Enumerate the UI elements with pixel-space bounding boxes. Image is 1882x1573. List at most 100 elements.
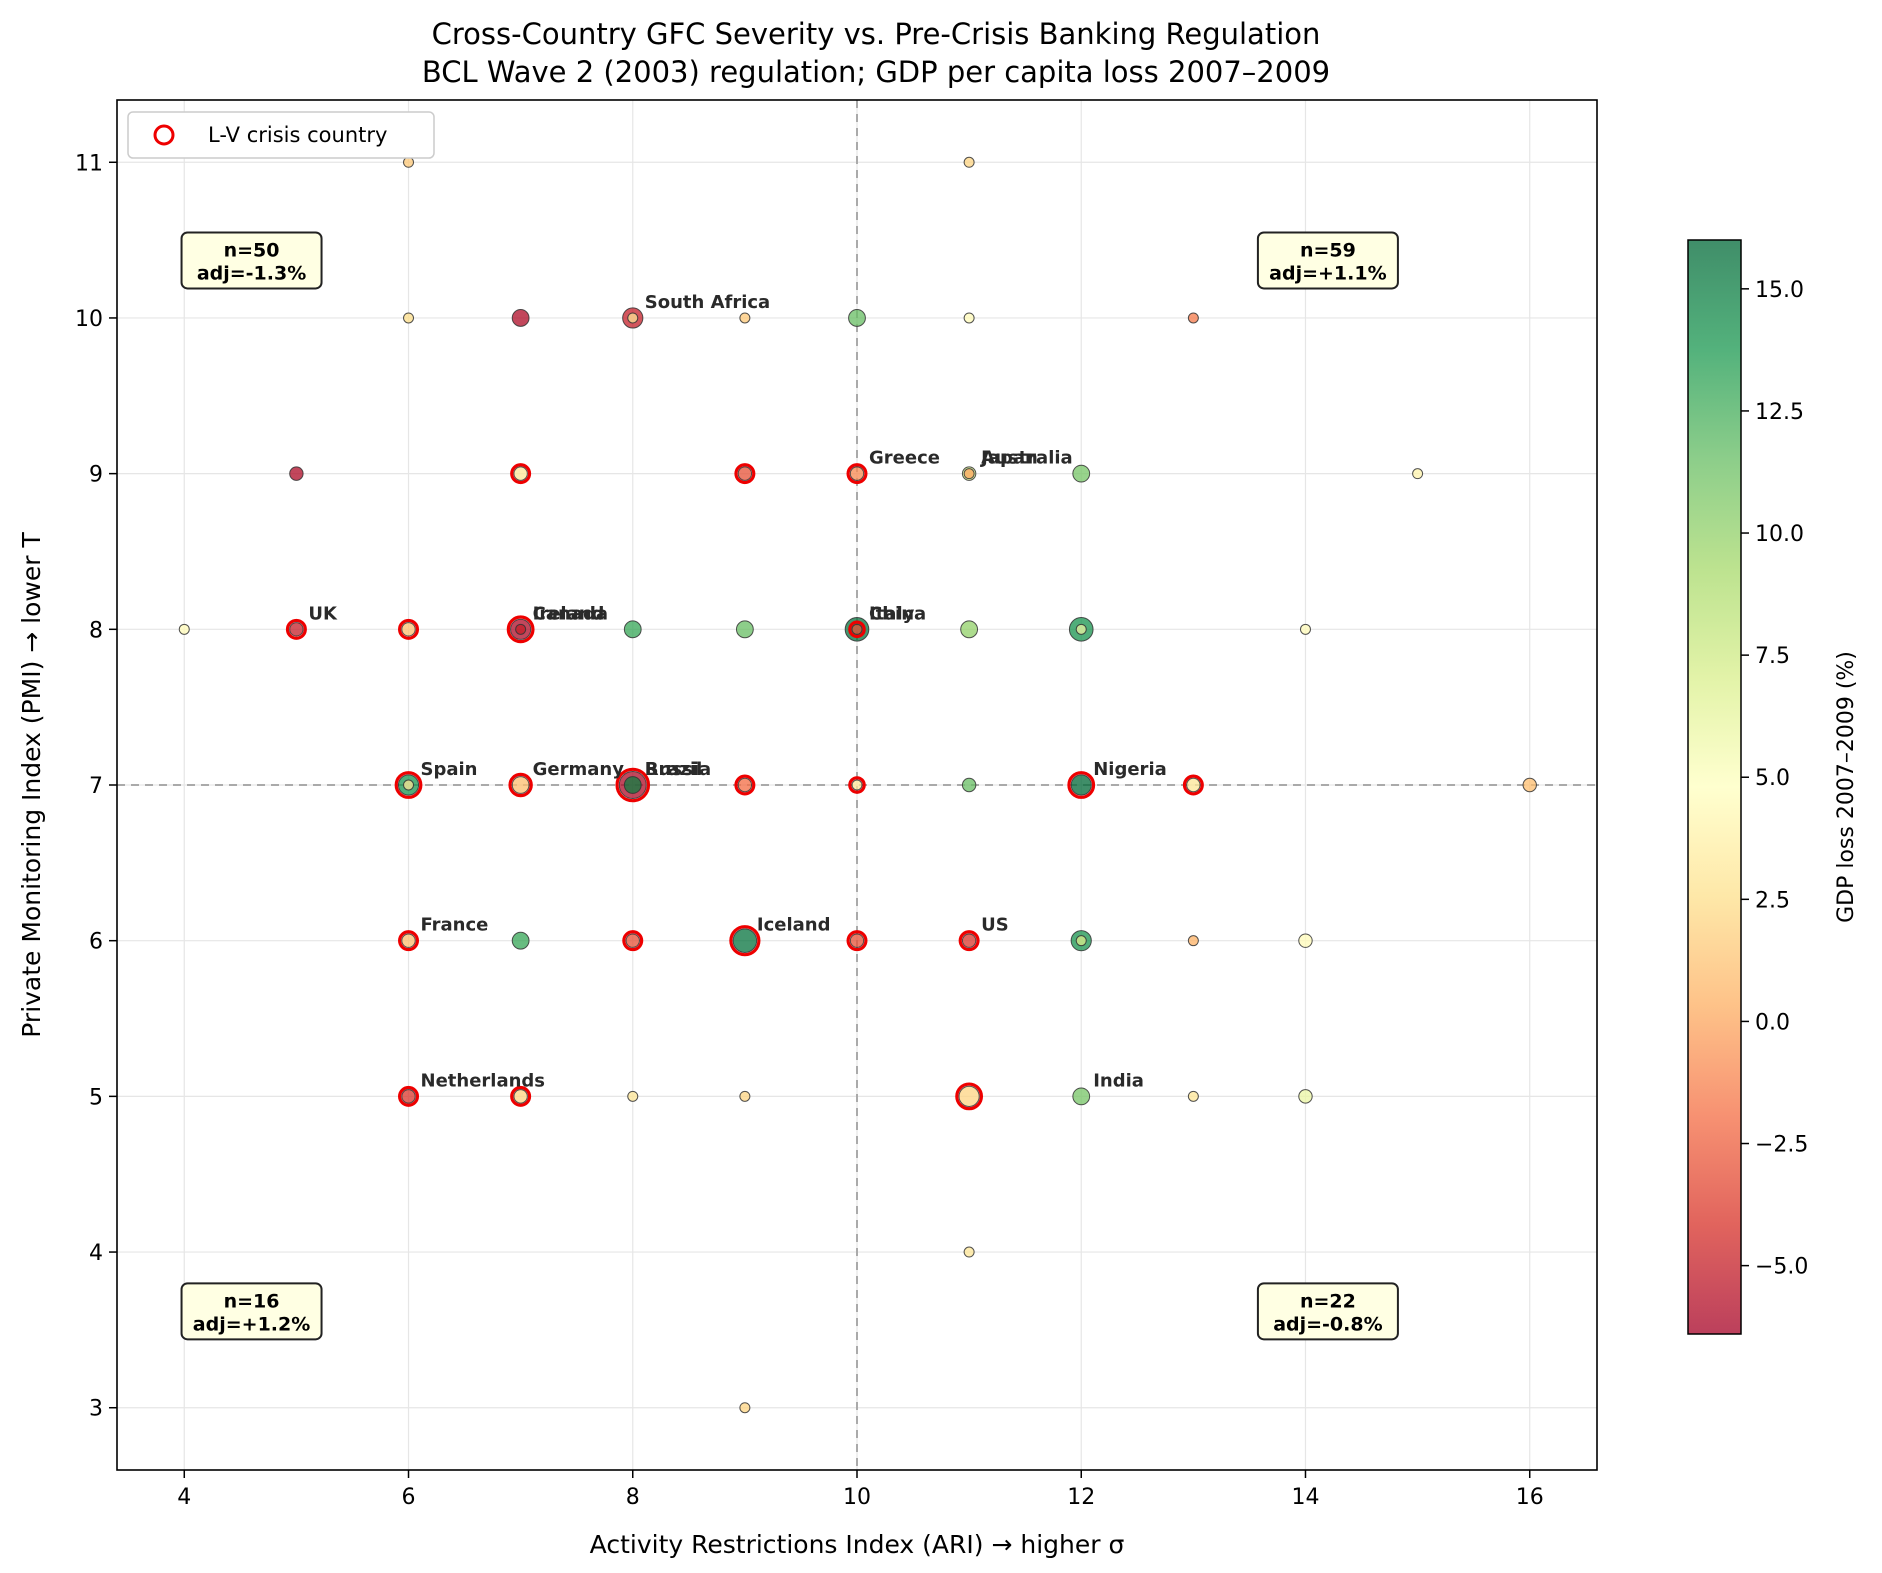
legend-crisis-marker [153,124,175,146]
data-point [960,620,979,639]
crisis-ring [848,620,866,639]
data-point [961,933,977,948]
data-point [401,622,416,637]
quadrant-stat-frame [1256,231,1399,290]
x-axis-label: Activity Restrictions Index (ARI) → high… [590,1530,1125,1559]
crisis-ring [958,930,980,952]
data-point [848,309,866,327]
point-label: US [981,915,1009,936]
quadrant-stats: n=50adj=-1.3%n=59adj=+1.1%n=16adj=+1.2%n… [180,231,1399,1341]
crisis-ring [398,930,420,952]
data-point [963,1246,975,1258]
y-tick-label: 3 [89,1397,103,1422]
colorbar-tick-label: 2.5 [1755,888,1790,913]
point-label: Netherlands [421,1070,546,1091]
x-tick-label: 16 [1516,1485,1544,1510]
colorbar: −5.0 −2.5 0.0 2.5 5.0 7.5 10.0 12.5 15.0 GDP los… [1687,239,1859,1335]
point-label: Australia [981,448,1073,469]
crisis-ring [848,776,866,794]
data-point [623,620,642,639]
data-point [1298,1089,1313,1104]
point-label: Greece [869,448,940,469]
data-point [1298,933,1313,948]
point-label: UK [308,603,338,624]
y-tick-label: 8 [89,618,103,643]
data-point [851,779,863,791]
data-point [623,776,642,794]
y-tick-label: 9 [89,463,103,488]
x-tick-label: 4 [177,1485,191,1510]
data-point [1186,777,1201,793]
data-point [963,468,975,480]
x-tick-label: 12 [1067,1485,1095,1510]
colorbar-tick-label: 10.0 [1755,522,1804,547]
data-point [963,156,975,168]
point-label: India [1093,1070,1144,1091]
quadrant-stat-frame [180,231,323,290]
reference-lines [117,100,1597,1470]
data-point [961,777,977,793]
crisis-ring [506,615,535,644]
quadrant-adj-value: adj=+1.2% [193,1313,310,1335]
data-point [513,1089,528,1104]
chart-title: Cross-Country GFC Severity vs. Pre-Crisi… [432,17,1321,51]
quadrant-n-value: n=16 [224,1290,280,1312]
data-point [739,1090,751,1102]
y-tick-label: 10 [75,307,103,332]
data-point [178,623,190,635]
data-point [289,622,304,637]
y-axis-ticks: 3 4 5 6 7 8 9 10 11 [75,151,117,1422]
colorbar-ticks: −5.0 −2.5 0.0 2.5 5.0 7.5 10.0 12.5 15.0 [1741,278,1808,1280]
data-point [1075,623,1087,635]
data-point [1187,312,1199,324]
point-label: Italy [869,603,915,624]
data-point [1522,777,1537,793]
x-tick-label: 10 [843,1485,871,1510]
point-label: Ireland [533,603,605,624]
data-point [1075,935,1087,947]
data-point [401,933,416,948]
point-label: South Africa [645,292,770,313]
data-point [1299,623,1311,635]
data-point [963,312,975,324]
colorbar-bar [1687,239,1742,1335]
colorbar-tick-label: 7.5 [1755,644,1790,669]
crisis-ring [955,1082,984,1111]
legend-label: L-V crisis country [208,123,387,147]
crisis-ring [729,925,761,957]
crisis-ring [394,771,423,799]
data-point [1187,935,1199,947]
quadrant-stat-frame [180,1282,323,1341]
crisis-ring [622,930,644,952]
point-label: China [869,603,926,624]
point-label: France [421,915,489,936]
y-tick-label: 11 [75,151,103,176]
colorbar-tick-label: 5.0 [1755,766,1790,791]
colorbar-tick-label: −5.0 [1755,1255,1808,1280]
crisis-ring [846,463,868,485]
quadrant-n-value: n=59 [1300,239,1356,261]
point-label: Spain [421,759,478,780]
colorbar-tick-label: 12.5 [1755,400,1804,425]
data-point [627,1090,639,1102]
x-tick-label: 8 [626,1485,640,1510]
legend: L-V crisis country [127,111,435,159]
data-point [739,312,751,324]
legend-box [127,111,435,159]
data-point [403,779,415,791]
chart-subtitle: BCL Wave 2 (2003) regulation; GDP per ca… [422,55,1330,89]
crisis-ring [510,463,532,485]
x-axis-ticks: 4 6 8 10 12 14 16 [177,1470,1544,1510]
x-tick-label: 14 [1291,1485,1319,1510]
point-label: Russia [645,759,711,780]
data-point [851,623,863,635]
quadrant-stat-frame [1256,1282,1399,1341]
point-label: Germany [533,759,625,780]
data-point [401,1089,416,1104]
y-tick-label: 7 [89,774,103,799]
y-tick-label: 5 [89,1085,103,1110]
y-axis-label: Private Monitoring Index (PMI) → lower T [17,532,46,1038]
